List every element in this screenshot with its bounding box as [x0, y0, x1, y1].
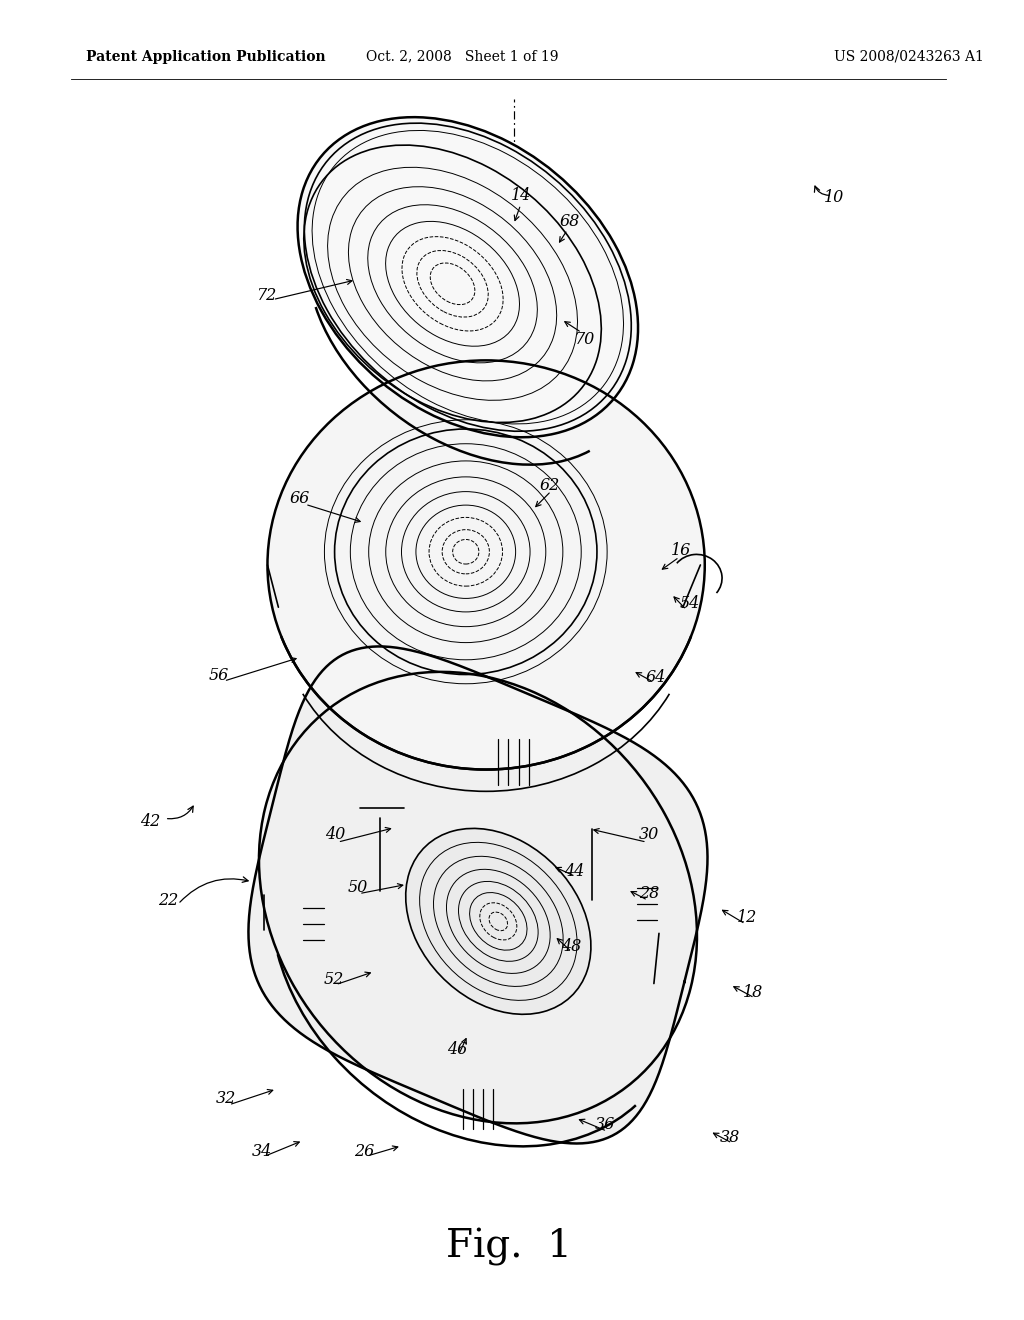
Text: 30: 30	[639, 826, 659, 842]
Text: 66: 66	[290, 491, 310, 507]
Text: 72: 72	[256, 288, 276, 304]
Text: Fig.  1: Fig. 1	[445, 1229, 571, 1266]
Text: 44: 44	[564, 863, 585, 879]
Text: 70: 70	[573, 331, 594, 347]
Text: 16: 16	[672, 543, 691, 558]
Text: 26: 26	[354, 1143, 374, 1159]
Text: 54: 54	[679, 595, 699, 611]
Text: US 2008/0243263 A1: US 2008/0243263 A1	[834, 50, 984, 63]
Text: 28: 28	[639, 886, 659, 902]
Ellipse shape	[406, 829, 591, 1014]
Ellipse shape	[259, 672, 697, 1123]
Text: 46: 46	[447, 1041, 468, 1057]
Text: 62: 62	[539, 478, 559, 494]
Ellipse shape	[267, 360, 705, 770]
Text: 36: 36	[595, 1117, 615, 1133]
Text: 10: 10	[823, 190, 844, 206]
Text: 14: 14	[511, 187, 530, 203]
Text: 18: 18	[742, 985, 763, 1001]
Text: 32: 32	[216, 1090, 236, 1106]
Text: Patent Application Publication: Patent Application Publication	[86, 50, 326, 63]
Text: 52: 52	[324, 972, 344, 987]
Text: Oct. 2, 2008   Sheet 1 of 19: Oct. 2, 2008 Sheet 1 of 19	[367, 50, 559, 63]
Text: 12: 12	[737, 909, 758, 925]
Text: 68: 68	[559, 214, 580, 230]
Polygon shape	[249, 647, 708, 1143]
Text: 42: 42	[140, 813, 161, 829]
Text: 22: 22	[158, 892, 178, 908]
Text: 40: 40	[326, 826, 346, 842]
Text: 48: 48	[561, 939, 582, 954]
Text: 56: 56	[209, 668, 228, 684]
Text: 50: 50	[348, 879, 368, 895]
Text: 64: 64	[646, 669, 666, 685]
Text: 38: 38	[720, 1130, 740, 1146]
Ellipse shape	[298, 117, 638, 437]
Text: 34: 34	[252, 1143, 272, 1159]
